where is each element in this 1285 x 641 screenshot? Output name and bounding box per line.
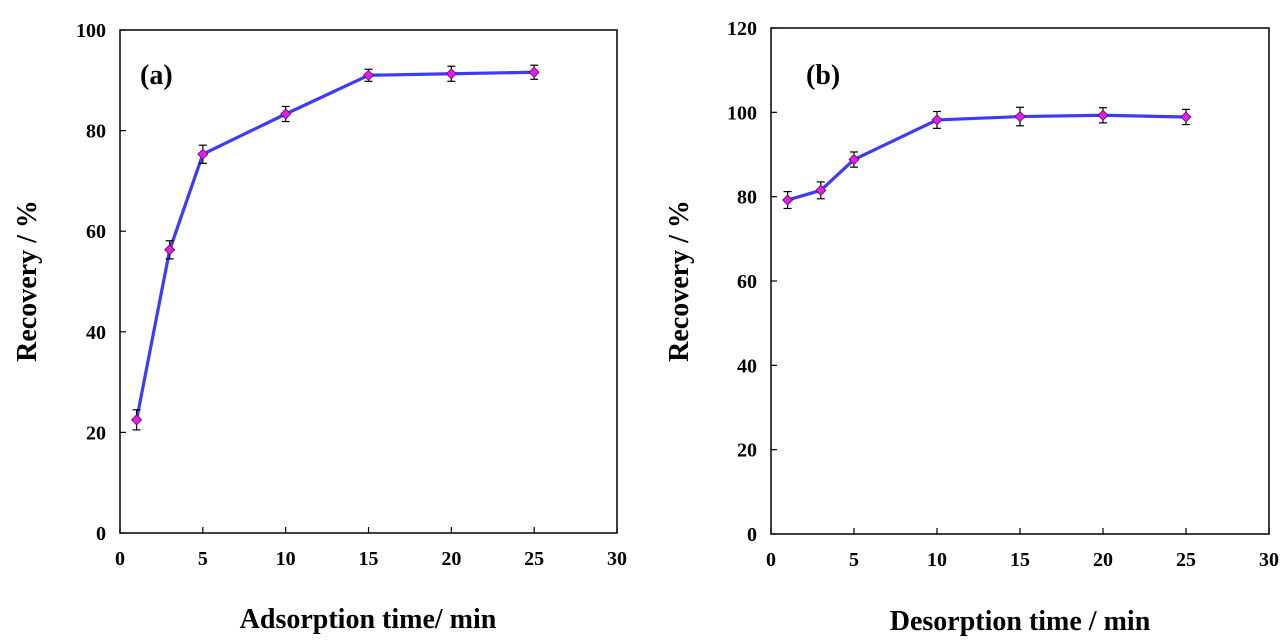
y-axis-label: Recovery / %	[664, 200, 695, 362]
data-series	[782, 106, 1192, 210]
x-tick-label: 30	[1259, 549, 1279, 571]
chart-panel-b: 0 5 10 15 20 25 30 0 20 40 60 80 100 120 (b) Desorpt…	[664, 18, 1279, 637]
x-tick-labels: 0 5 10 15 20 25 30	[115, 527, 627, 570]
x-tick-label: 0	[115, 548, 125, 570]
y-tick-label: 100	[727, 102, 757, 124]
y-tick-label: 20	[86, 422, 106, 444]
data-point	[931, 114, 943, 126]
y-tick-label: 40	[86, 322, 106, 344]
x-tick-label: 0	[766, 549, 776, 571]
data-point	[164, 244, 176, 256]
y-tick-labels: 0 20 40 60 80 100	[76, 20, 126, 545]
y-tick-label: 60	[737, 271, 757, 293]
plot-frame	[119, 29, 618, 534]
y-tick-label: 40	[737, 355, 757, 377]
x-tick-label: 5	[198, 548, 208, 570]
plot-frame	[770, 27, 1270, 535]
x-tick-label: 25	[1176, 549, 1196, 571]
x-tick-label: 25	[524, 548, 544, 570]
data-point	[528, 66, 540, 78]
x-tick-label: 20	[441, 548, 461, 570]
y-axis-label: Recovery / %	[12, 200, 43, 362]
x-axis-label: Desorption time / min	[890, 606, 1151, 637]
y-tick-label: 80	[86, 121, 106, 143]
chart-panel-a: 0 5 10 15 20 25 30 0 20 40 60 80 100 (a) Adsorption…	[12, 20, 627, 635]
data-point	[815, 184, 827, 196]
x-axis-label: Adsorption time/ min	[240, 604, 497, 635]
data-point	[848, 153, 860, 166]
y-tick-labels: 0 20 40 60 80 100 120	[727, 18, 777, 546]
x-tick-label: 10	[927, 549, 947, 571]
y-tick-label: 60	[86, 221, 106, 243]
x-tick-label: 15	[359, 548, 379, 570]
y-tick-label: 20	[737, 440, 757, 462]
data-series	[131, 64, 540, 431]
data-point	[197, 148, 209, 160]
data-point	[1097, 109, 1109, 121]
y-tick-label: 0	[96, 523, 106, 545]
x-tick-label: 5	[849, 549, 859, 571]
y-tick-label: 120	[727, 18, 757, 40]
data-point	[782, 194, 794, 206]
y-tick-label: 80	[737, 187, 757, 209]
panel-label: (b)	[806, 60, 840, 91]
data-point	[280, 108, 292, 120]
x-tick-label: 30	[607, 548, 627, 570]
data-point	[131, 414, 143, 426]
x-tick-label: 15	[1010, 549, 1030, 571]
x-tick-labels: 0 5 10 15 20 25 30	[766, 528, 1279, 571]
data-point	[362, 69, 375, 81]
panel-label: (a)	[140, 60, 173, 91]
series-line	[787, 113, 1187, 202]
series-line	[134, 70, 535, 421]
data-point	[1014, 110, 1026, 123]
x-tick-label: 10	[276, 548, 296, 570]
y-tick-label: 0	[747, 524, 757, 546]
y-tick-label: 100	[76, 20, 106, 42]
x-tick-label: 20	[1093, 549, 1113, 571]
data-point	[445, 68, 457, 80]
data-point	[1180, 111, 1192, 123]
